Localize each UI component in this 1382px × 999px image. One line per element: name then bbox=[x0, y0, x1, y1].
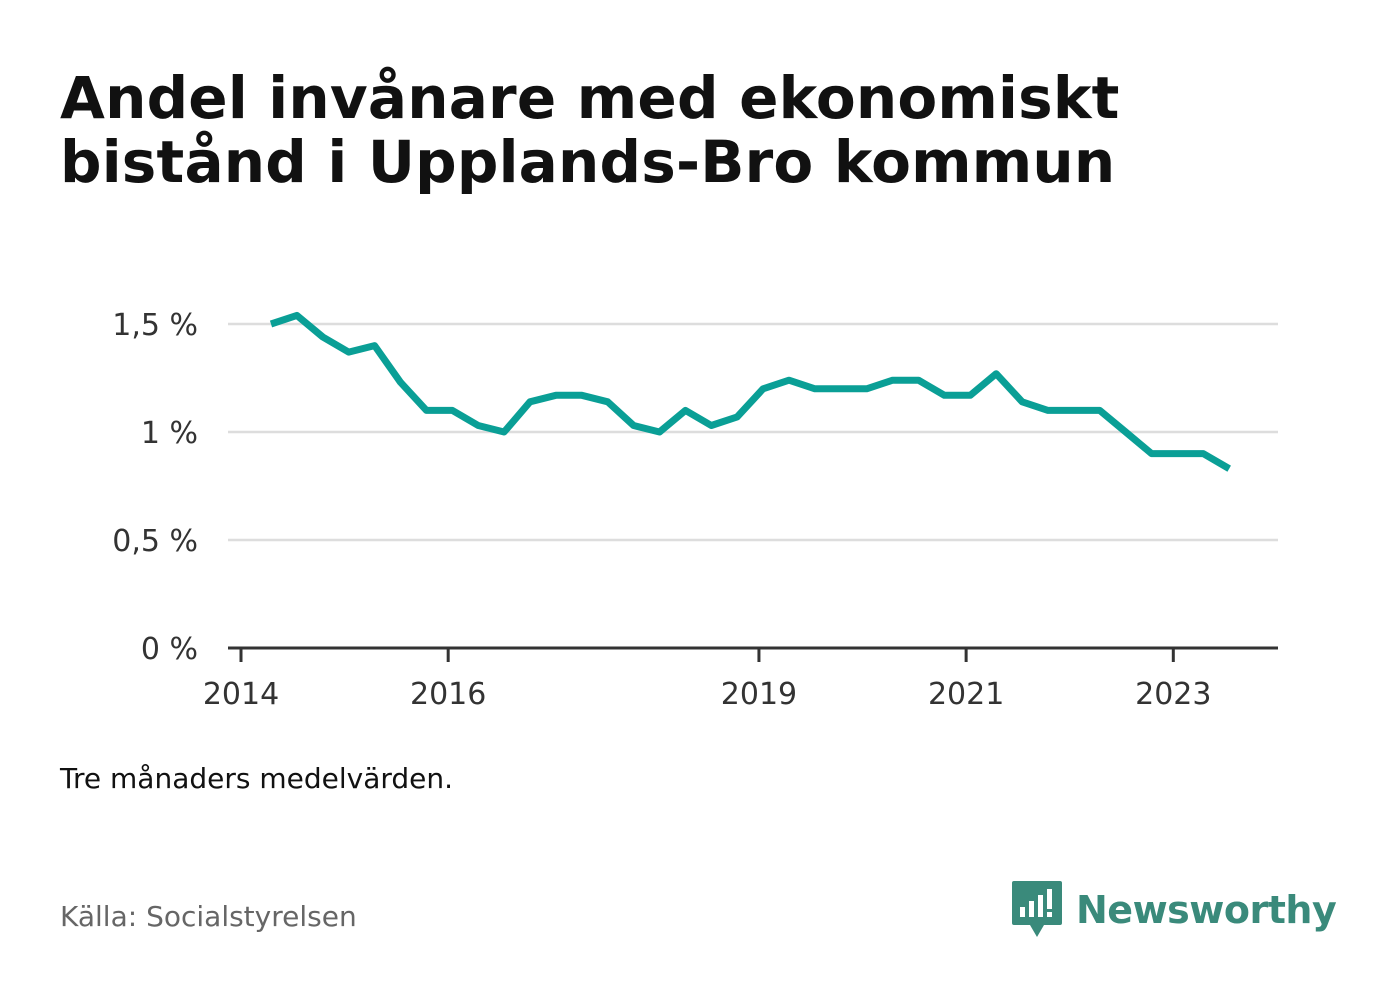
x-tick-label: 2019 bbox=[721, 677, 797, 712]
newsworthy-logo-icon bbox=[1012, 881, 1062, 937]
y-tick-label: 0 % bbox=[141, 632, 198, 667]
x-tick-label: 2023 bbox=[1135, 677, 1211, 712]
brand-name: Newsworthy bbox=[1076, 888, 1337, 932]
series-line-group bbox=[269, 311, 1231, 472]
series-line bbox=[269, 311, 1231, 472]
y-tick-label: 1 % bbox=[141, 416, 198, 451]
gridlines bbox=[228, 322, 1278, 542]
source-label: Källa: Socialstyrelsen bbox=[60, 900, 357, 933]
newsworthy-logo[interactable]: Newsworthy bbox=[1010, 878, 1337, 942]
x-axis: 2014 2016 2019 2021 2023 bbox=[203, 646, 1278, 712]
y-tick-label: 0,5 % bbox=[112, 524, 198, 559]
y-tick-label: 1,5 % bbox=[112, 308, 198, 343]
y-axis-tick-labels: 0 % 0,5 % 1 % 1,5 % bbox=[112, 308, 198, 667]
x-tick-label: 2016 bbox=[410, 677, 486, 712]
x-tick-label: 2014 bbox=[203, 677, 279, 712]
chart-title: Andel invånare med ekonomiskt bistånd i … bbox=[60, 64, 1120, 196]
x-tick-label: 2021 bbox=[928, 677, 1004, 712]
line-chart: 0 % 0,5 % 1 % 1,5 % 2014 2016 2019 2021 2023 bbox=[112, 308, 1278, 712]
chart-note: Tre månaders medelvärden. bbox=[60, 762, 454, 795]
